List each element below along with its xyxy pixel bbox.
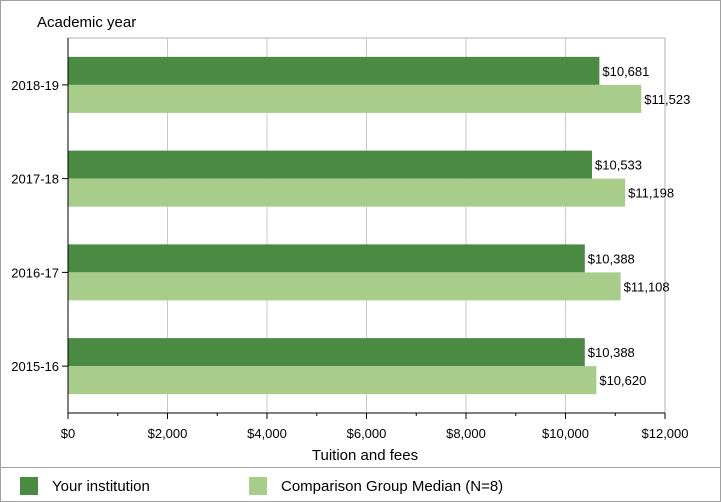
bar-comparison-group-median-n-8-2016-17 bbox=[68, 272, 621, 301]
data-label-your-institution-2017-18: $10,533 bbox=[595, 158, 642, 173]
data-label-your-institution-2016-17: $10,388 bbox=[588, 251, 635, 266]
x-tick-label-4-000: $4,000 bbox=[247, 426, 287, 441]
x-tick-label-10-000: $10,000 bbox=[542, 426, 589, 441]
legend-swatch-your-institution bbox=[20, 477, 38, 495]
data-label-comparison-group-median-n-8-2015-16: $10,620 bbox=[599, 373, 646, 388]
x-axis-title: Tuition and fees bbox=[312, 447, 418, 464]
x-tick-label-0: $0 bbox=[61, 426, 75, 441]
legend-label-comparison-group: Comparison Group Median (N=8) bbox=[281, 477, 504, 495]
x-tick-label-8-000: $8,000 bbox=[446, 426, 486, 441]
x-tick-label-6-000: $6,000 bbox=[347, 426, 387, 441]
data-label-comparison-group-median-n-8-2017-18: $11,198 bbox=[628, 186, 674, 201]
bar-comparison-group-median-n-8-2017-18 bbox=[68, 178, 626, 207]
legend-label-your-institution: Your institution bbox=[52, 477, 150, 495]
x-tick-label-2-000: $2,000 bbox=[148, 426, 188, 441]
bar-your-institution-2018-19 bbox=[68, 56, 600, 85]
y-tick-label-2016-17: 2016-17 bbox=[11, 265, 59, 280]
legend-swatch-comparison-group bbox=[249, 477, 267, 495]
bar-comparison-group-median-n-8-2015-16 bbox=[68, 366, 597, 395]
data-label-your-institution-2015-16: $10,388 bbox=[588, 345, 635, 360]
legend: Your institution Comparison Group Median… bbox=[1, 467, 720, 501]
bar-your-institution-2017-18 bbox=[68, 150, 593, 179]
y-tick-label-2017-18: 2017-18 bbox=[11, 172, 59, 187]
bar-your-institution-2015-16 bbox=[68, 338, 585, 367]
legend-item-your-institution: Your institution bbox=[20, 477, 150, 495]
legend-item-comparison-group: Comparison Group Median (N=8) bbox=[249, 477, 503, 495]
data-label-your-institution-2018-19: $10,681 bbox=[602, 64, 649, 79]
bar-chart: Academic year $10,681 $11,523 $10,533 $11,1… bbox=[11, 14, 690, 464]
y-tick-label-2018-19: 2018-19 bbox=[11, 78, 59, 93]
bar-your-institution-2016-17 bbox=[68, 244, 585, 273]
bar-comparison-group-median-n-8-2018-19 bbox=[68, 84, 642, 113]
data-label-comparison-group-median-n-8-2016-17: $11,108 bbox=[624, 279, 670, 294]
x-tick-label-12-000: $12,000 bbox=[642, 426, 689, 441]
data-label-comparison-group-median-n-8-2018-19: $11,523 bbox=[644, 92, 690, 107]
y-axis-title: Academic year bbox=[37, 14, 136, 31]
y-tick-label-2015-16: 2015-16 bbox=[11, 359, 59, 374]
